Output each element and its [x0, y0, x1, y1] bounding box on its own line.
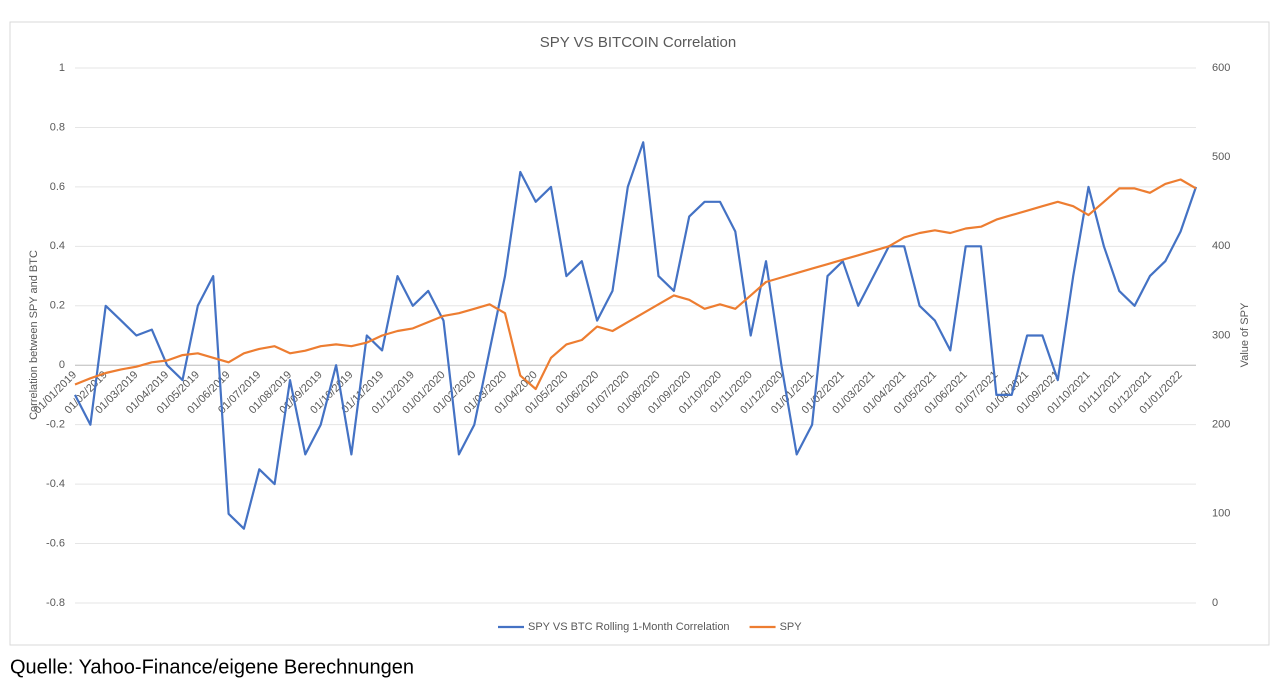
y-tick-label: -0.6 [46, 537, 65, 549]
y-tick-label: -0.4 [46, 478, 65, 490]
y-tick-label: -0.2 [46, 419, 65, 431]
y2-axis-title: Value of SPY [1239, 302, 1251, 367]
y2-tick-label: 100 [1212, 508, 1230, 520]
y2-tick-label: 200 [1212, 419, 1230, 431]
caption: Quelle: Yahoo-Finance/eigene Berechnunge… [10, 656, 414, 678]
y-tick-label: 0 [59, 359, 65, 371]
y2-tick-label: 400 [1212, 240, 1230, 252]
y-axis-title: Correlation between SPY and BTC [28, 250, 40, 420]
y-tick-label: 1 [59, 62, 65, 74]
series-line [74, 141, 1198, 530]
y-tick-label: 0.6 [50, 181, 65, 193]
series-line [74, 178, 1197, 391]
y2-tick-label: 0 [1212, 597, 1218, 609]
legend-label: SPY [780, 621, 803, 633]
legend-label: SPY VS BTC Rolling 1-Month Correlation [528, 621, 730, 633]
y2-tick-label: 600 [1212, 62, 1230, 74]
chart-frame [9, 21, 1270, 646]
y2-tick-label: 500 [1212, 151, 1230, 163]
y-tick-label: 0.8 [50, 121, 65, 133]
y-tick-label: -0.8 [46, 597, 65, 609]
y2-tick-label: 300 [1212, 329, 1230, 341]
y-tick-label: 0.4 [50, 240, 65, 252]
y-tick-label: 0.2 [50, 300, 65, 312]
chart-title: SPY VS BITCOIN Correlation [540, 34, 736, 51]
